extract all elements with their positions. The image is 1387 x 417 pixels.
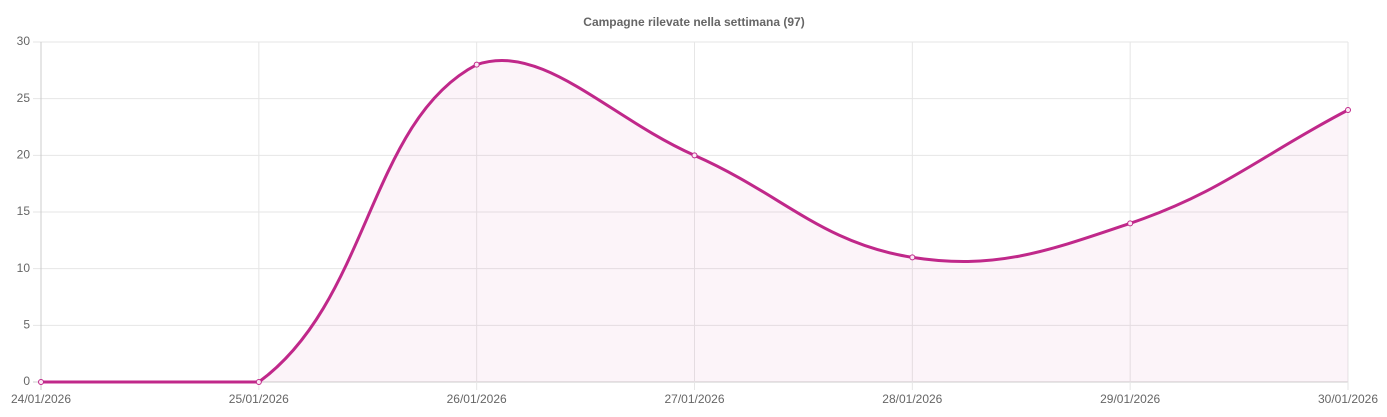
point — [473, 61, 480, 68]
chart-title: Campagne rilevate nella settimana (97) — [583, 15, 804, 29]
y-tick-label: 20 — [17, 148, 31, 162]
line-area — [41, 60, 1348, 383]
x-tick-label: 28/01/2026 — [882, 392, 942, 406]
point — [1127, 220, 1134, 227]
y-tick-label: 10 — [17, 261, 31, 275]
point — [909, 254, 916, 261]
y-tick-label: 0 — [23, 374, 30, 388]
y-tick-label: 15 — [17, 204, 31, 218]
x-tick-label: 26/01/2026 — [447, 392, 507, 406]
x-tick-label: 29/01/2026 — [1100, 392, 1160, 406]
x-tick-label: 27/01/2026 — [664, 392, 724, 406]
point — [691, 152, 698, 159]
y-tick-label: 25 — [17, 91, 31, 105]
x-tick-label: 30/01/2026 — [1318, 392, 1378, 406]
point — [1345, 107, 1351, 113]
x-tick-label: 24/01/2026 — [11, 392, 71, 406]
point — [255, 379, 262, 385]
y-tick-label: 5 — [23, 318, 30, 332]
y-tick-label: 30 — [17, 34, 31, 48]
x-tick-label: 25/01/2026 — [229, 392, 289, 406]
point — [38, 379, 44, 385]
